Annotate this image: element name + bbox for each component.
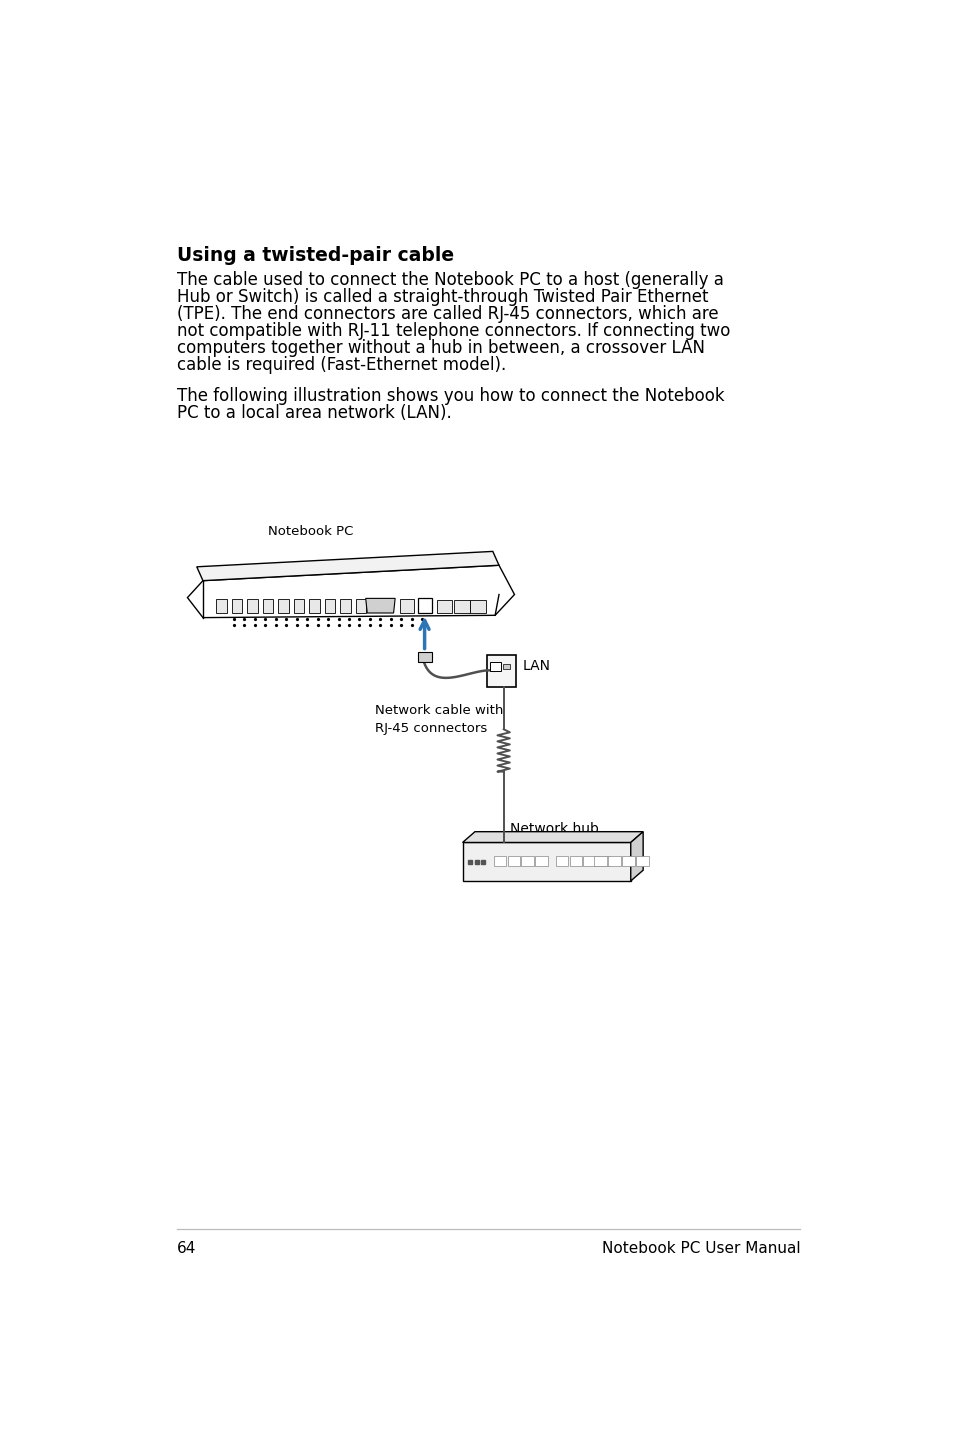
FancyBboxPatch shape — [507, 856, 519, 866]
Polygon shape — [324, 600, 335, 613]
Polygon shape — [630, 831, 642, 881]
Text: The cable used to connect the Notebook PC to a host (generally a: The cable used to connect the Notebook P… — [177, 272, 723, 289]
FancyBboxPatch shape — [521, 856, 534, 866]
Polygon shape — [216, 600, 227, 613]
Text: LAN: LAN — [521, 659, 550, 673]
FancyBboxPatch shape — [535, 856, 547, 866]
Polygon shape — [340, 600, 351, 613]
Text: Notebook PC: Notebook PC — [268, 525, 353, 538]
FancyBboxPatch shape — [486, 654, 516, 687]
Polygon shape — [262, 600, 274, 613]
Polygon shape — [462, 843, 630, 881]
Polygon shape — [355, 600, 366, 613]
Polygon shape — [417, 598, 431, 613]
FancyBboxPatch shape — [621, 856, 634, 866]
FancyBboxPatch shape — [636, 856, 648, 866]
Polygon shape — [365, 598, 395, 613]
Polygon shape — [294, 600, 304, 613]
Polygon shape — [278, 600, 289, 613]
Polygon shape — [247, 600, 257, 613]
FancyBboxPatch shape — [555, 856, 567, 866]
Polygon shape — [309, 600, 319, 613]
Polygon shape — [462, 831, 642, 843]
FancyBboxPatch shape — [569, 856, 581, 866]
Polygon shape — [470, 600, 485, 613]
FancyBboxPatch shape — [594, 856, 606, 866]
FancyBboxPatch shape — [597, 856, 609, 866]
Polygon shape — [187, 565, 514, 617]
Text: 64: 64 — [177, 1241, 196, 1257]
Text: Hub or Switch) is called a straight-through Twisted Pair Ethernet: Hub or Switch) is called a straight-thro… — [177, 288, 708, 306]
Text: not compatible with RJ-11 telephone connectors. If connecting two: not compatible with RJ-11 telephone conn… — [177, 322, 730, 339]
Text: The following illustration shows you how to connect the Notebook: The following illustration shows you how… — [177, 387, 724, 404]
FancyBboxPatch shape — [493, 856, 505, 866]
Text: cable is required (Fast-Ethernet model).: cable is required (Fast-Ethernet model). — [177, 355, 506, 374]
FancyBboxPatch shape — [583, 856, 596, 866]
Text: Using a twisted-pair cable: Using a twisted-pair cable — [177, 246, 454, 265]
Polygon shape — [454, 600, 469, 613]
Text: PC to a local area network (LAN).: PC to a local area network (LAN). — [177, 404, 452, 421]
FancyBboxPatch shape — [502, 664, 509, 669]
Text: Notebook PC User Manual: Notebook PC User Manual — [601, 1241, 800, 1257]
Text: (TPE). The end connectors are called RJ-45 connectors, which are: (TPE). The end connectors are called RJ-… — [177, 305, 719, 324]
Text: Network hub: Network hub — [510, 823, 598, 837]
Polygon shape — [196, 551, 498, 581]
FancyBboxPatch shape — [489, 663, 500, 670]
Polygon shape — [399, 600, 414, 613]
Polygon shape — [436, 600, 452, 613]
Polygon shape — [232, 600, 242, 613]
FancyBboxPatch shape — [608, 856, 620, 866]
FancyBboxPatch shape — [417, 651, 431, 663]
Text: computers together without a hub in between, a crossover LAN: computers together without a hub in betw… — [177, 339, 704, 357]
Text: Network cable with
RJ-45 connectors: Network cable with RJ-45 connectors — [375, 703, 503, 735]
